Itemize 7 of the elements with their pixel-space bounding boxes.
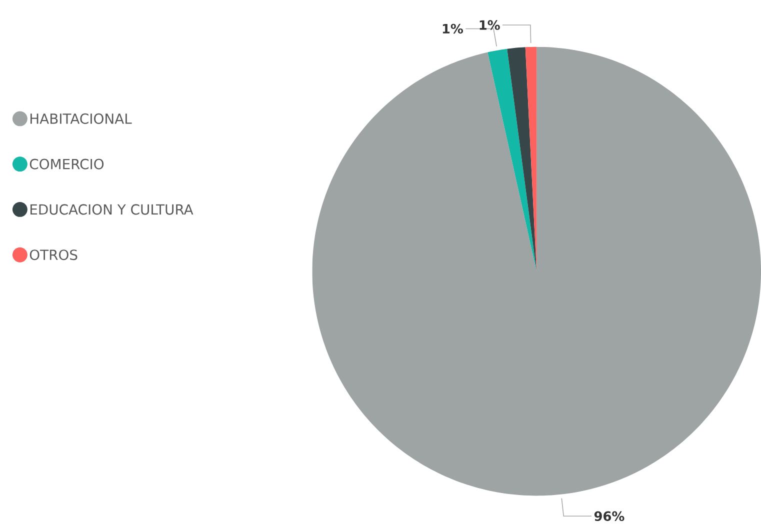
data-label: 1% (442, 24, 463, 34)
legend-label: COMERCIO (30, 158, 104, 170)
legend-label: HABITACIONAL (30, 114, 132, 124)
data-label: 96% (594, 511, 624, 522)
data-label: 1% (480, 20, 500, 30)
legend-label: OTROS (30, 250, 78, 260)
legend-label: EDUCACION Y CULTURA (30, 204, 194, 215)
